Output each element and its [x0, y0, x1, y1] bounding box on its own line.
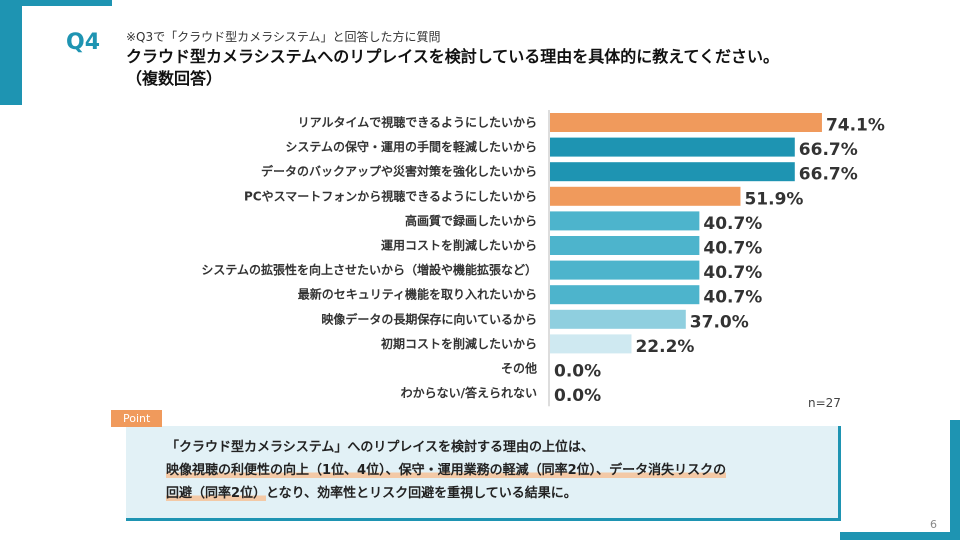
- category-label: リアルタイムで視聴できるようにしたいから: [298, 115, 537, 130]
- point-line2: 映像視聴の利便性の向上（1位、4位）、保守・運用業務の軽減（同率2位）、データ消…: [166, 459, 826, 482]
- category-label: PCやスマートフォンから視聴できるようにしたいから: [244, 188, 537, 203]
- category-label: わからない/答えられない: [401, 385, 537, 400]
- value-label: 37.0%: [690, 312, 749, 332]
- bar: [550, 260, 700, 280]
- bar: [550, 309, 686, 329]
- page-number: 6: [930, 518, 937, 531]
- value-label: 66.7%: [799, 165, 858, 185]
- point-line3: 回避（同率2位）となり、効率性とリスク回避を重視している結果に。: [166, 482, 826, 505]
- point-text: 「クラウド型カメラシステム」へのリプレイスを検討する理由の上位は、 映像視聴の利…: [166, 436, 826, 505]
- point-line3-rest: となり、効率性とリスク回避を重視している結果に。: [266, 486, 577, 501]
- bar: [550, 137, 795, 157]
- category-label: システムの保守・運用の手間を軽減したいから: [285, 139, 537, 154]
- category-label: データのバックアップや災害対策を強化したいから: [261, 164, 537, 179]
- bar: [550, 334, 632, 354]
- bar: [550, 285, 700, 305]
- bar: [550, 162, 795, 182]
- question-title-line1: クラウド型カメラシステムへのリプレイスを検討している理由を具体的に教えてください…: [126, 47, 779, 66]
- point-line1: 「クラウド型カメラシステム」へのリプレイスを検討する理由の上位は、: [166, 440, 594, 455]
- value-label: 0.0%: [554, 362, 601, 382]
- bar: [550, 236, 700, 255]
- question-number: Q4: [66, 30, 101, 55]
- category-label: その他: [501, 361, 537, 376]
- accent-bar-bottom-strip: [840, 532, 960, 540]
- accent-bar-bottom-right: [950, 420, 960, 540]
- accent-bar-top-left: [0, 0, 22, 105]
- question-subnote: ※Q3で「クラウド型カメラシステム」と回答した方に質問: [126, 30, 441, 44]
- category-label: 運用コストを削減したいから: [381, 238, 537, 253]
- category-label: 映像データの長期保存に向いているから: [321, 311, 537, 326]
- value-label: 40.7%: [703, 288, 762, 308]
- point-line2-highlight: 映像視聴の利便性の向上（1位、4位）、保守・運用業務の軽減（同率2位）、データ消…: [166, 463, 727, 478]
- bar: [550, 113, 822, 132]
- value-label: 40.7%: [703, 214, 762, 234]
- category-label: システムの拡張性を向上させたいから（増設や機能拡張など）: [201, 262, 537, 277]
- category-label: 初期コストを削減したいから: [381, 336, 537, 351]
- accent-bar-top-strip: [0, 0, 112, 6]
- value-label: 0.0%: [554, 386, 601, 406]
- bar: [550, 211, 700, 231]
- question-title-line2: （複数回答）: [126, 69, 223, 88]
- point-tag: Point: [111, 410, 163, 427]
- sample-size-label: n=27: [808, 396, 841, 410]
- value-label: 22.2%: [635, 337, 694, 357]
- value-label: 40.7%: [703, 239, 762, 259]
- value-label: 74.1%: [826, 116, 885, 136]
- value-label: 66.7%: [799, 140, 858, 160]
- value-label: 40.7%: [703, 263, 762, 283]
- value-label: 51.9%: [744, 189, 803, 209]
- point-line3-highlight: 回避（同率2位）: [166, 486, 267, 501]
- category-label: 高画質で録画したいから: [405, 213, 537, 228]
- bar: [550, 186, 741, 206]
- question-title: クラウド型カメラシステムへのリプレイスを検討している理由を具体的に教えてください…: [126, 46, 926, 90]
- category-label: 最新のセキュリティ機能を取り入れたいから: [298, 287, 537, 302]
